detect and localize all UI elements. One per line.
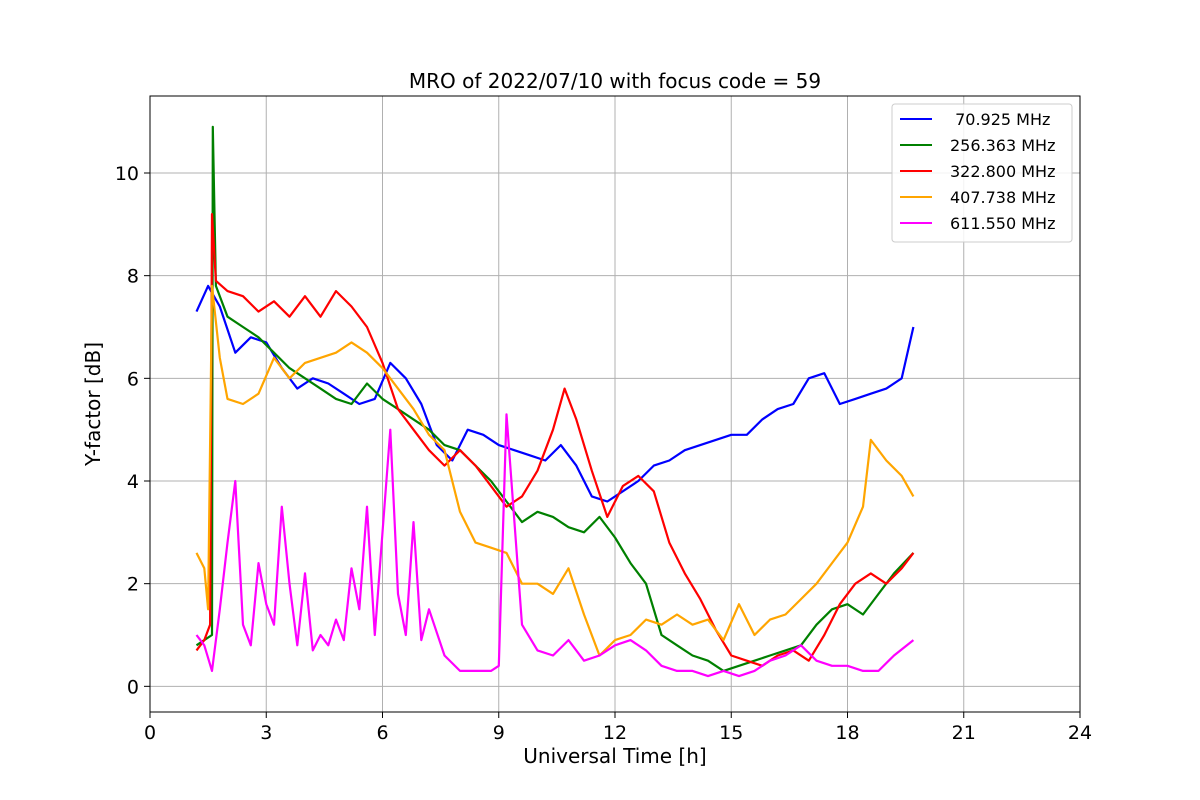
- chart-title: MRO of 2022/07/10 with focus code = 59: [409, 69, 821, 93]
- legend-label-1: 256.363 MHz: [950, 136, 1055, 155]
- series-line-0: [195, 284, 915, 503]
- x-tick-label: 15: [719, 722, 743, 744]
- x-tick-label: 12: [603, 722, 627, 744]
- legend-label-2: 322.800 MHz: [950, 162, 1055, 181]
- x-tick-label: 0: [144, 722, 156, 744]
- legend-label-4: 611.550 MHz: [950, 214, 1055, 233]
- y-tick-label: 10: [115, 163, 139, 185]
- x-tick-label: 18: [835, 722, 859, 744]
- series-layer: [195, 125, 915, 678]
- series-line-4: [195, 413, 915, 678]
- y-tick-label: 0: [127, 676, 139, 698]
- y-tick-label: 8: [127, 266, 139, 288]
- x-tick-label: 21: [952, 722, 976, 744]
- legend-label-3: 407.738 MHz: [950, 188, 1055, 207]
- y-tick-label: 6: [127, 368, 139, 390]
- x-tick-label: 24: [1068, 722, 1092, 744]
- series-line-1: [195, 125, 915, 673]
- legend: 70.925 MHz 256.363 MHz 322.800 MHz 407.738 …: [891, 103, 1073, 243]
- x-tick-label: 3: [260, 722, 272, 744]
- legend-label-0: 70.925 MHz: [950, 110, 1050, 129]
- y-tick-label: 4: [127, 471, 139, 493]
- x-axis-label: Universal Time [h]: [523, 744, 706, 768]
- x-tick-label: 6: [376, 722, 388, 744]
- x-tick-label: 9: [493, 722, 505, 744]
- x-axis: 0 3 6 9 12 15 18 21 24: [144, 712, 1092, 744]
- series-line-2: [195, 213, 915, 667]
- legend-box: [891, 103, 1073, 243]
- y-axis: 0 2 4 6 8 10: [115, 163, 150, 698]
- y-tick-label: 2: [127, 574, 139, 596]
- series-line-3: [195, 284, 915, 657]
- y-axis-label: Y-factor [dB]: [81, 342, 105, 467]
